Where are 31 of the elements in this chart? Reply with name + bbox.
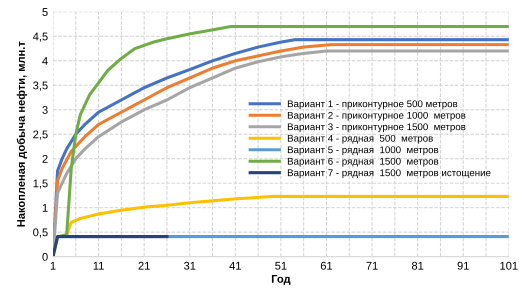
y-tick-label: 3	[42, 106, 48, 114]
legend-label: Вариант 2 - приконтурное 1000 метров	[288, 112, 466, 121]
y-tick-label: 1	[42, 204, 48, 212]
y-tick-label: 1,5	[34, 180, 48, 189]
y-tick-label: 0,5	[33, 228, 48, 238]
x-tick-label: 41	[229, 262, 241, 270]
y-axis-title: Накопленая добыча нефти, млн.т	[16, 42, 28, 226]
legend-label: Вариант 5 - рядная 1000 метров	[288, 146, 438, 156]
y-tick-label: 0	[42, 252, 48, 261]
x-tick-label: 51	[275, 262, 287, 270]
y-tick-label: 3,5	[33, 82, 48, 91]
y-tick-label: 4	[42, 57, 48, 65]
y-tick-label: 5	[42, 8, 48, 16]
x-tick-label: 91	[458, 262, 469, 270]
x-tick-label: 101	[500, 262, 518, 270]
x-tick-label: 21	[138, 262, 150, 270]
x-tick-label: 31	[184, 262, 196, 270]
legend-label: Вариант 4 - рядная 500 метров	[288, 134, 433, 144]
y-tick-label: 2	[42, 154, 48, 163]
legend-label: Вариант 1 - приконтурное 500 метров	[288, 100, 458, 110]
legend-label: Вариант 6 - рядная 1500 метров	[288, 158, 438, 167]
x-tick-label: 1	[50, 262, 56, 270]
legend-label: Вариант 3 - приконтурное 1500 метров	[288, 123, 466, 132]
x-axis-title: Год	[272, 275, 290, 285]
y-tick-label: 4,5	[32, 32, 48, 42]
legend-label: Вариант 7 - рядная 1500 метров истощение	[288, 169, 491, 178]
x-tick-label: 61	[320, 262, 332, 270]
x-tick-label: 81	[412, 262, 424, 270]
y-tick-label: 2,5	[33, 130, 48, 140]
x-tick-label: 71	[366, 262, 378, 270]
x-tick-label: 11	[94, 262, 104, 270]
